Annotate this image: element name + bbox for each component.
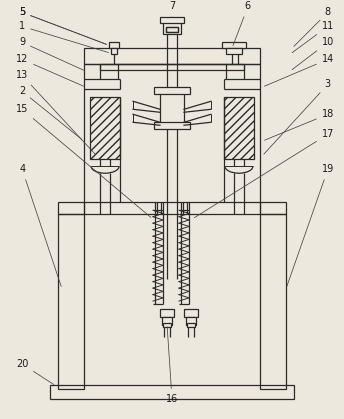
Text: 3: 3 (264, 79, 331, 154)
Bar (226, 48, 242, 54)
Bar (58, 214, 84, 389)
Bar (187, 323, 195, 327)
Text: 4: 4 (19, 164, 61, 287)
Bar (58, 202, 84, 214)
Bar (50, 385, 294, 399)
Text: 18: 18 (265, 109, 334, 140)
Text: 6: 6 (233, 1, 251, 46)
Bar (184, 309, 198, 317)
Text: 10: 10 (292, 37, 334, 70)
Bar (186, 317, 196, 325)
Bar (160, 309, 174, 317)
Text: 17: 17 (194, 129, 334, 218)
Bar (109, 42, 119, 48)
Text: 11: 11 (292, 21, 334, 53)
Text: 9: 9 (19, 37, 84, 70)
Text: 13: 13 (16, 70, 95, 154)
Bar (160, 17, 184, 23)
Text: 2: 2 (19, 86, 82, 140)
Bar (260, 214, 286, 389)
Text: 14: 14 (265, 54, 334, 86)
Bar (163, 323, 171, 327)
Bar (224, 97, 254, 159)
Text: 5: 5 (19, 8, 106, 44)
Text: 20: 20 (16, 359, 54, 385)
Bar (111, 48, 117, 54)
Bar (90, 97, 120, 159)
Bar (84, 65, 260, 202)
Bar (100, 65, 244, 70)
Text: 19: 19 (287, 164, 334, 287)
Text: 12: 12 (16, 54, 84, 86)
Bar (162, 317, 172, 325)
Bar (84, 48, 260, 65)
Bar (154, 122, 190, 129)
Text: 5: 5 (19, 8, 106, 44)
Bar (163, 21, 181, 34)
Bar (222, 42, 246, 48)
Text: 16: 16 (166, 327, 178, 404)
Bar (160, 92, 184, 124)
Text: 15: 15 (16, 104, 151, 217)
Text: 1: 1 (19, 21, 108, 52)
Text: 8: 8 (294, 8, 331, 47)
Bar (166, 27, 178, 32)
Bar (154, 87, 190, 94)
Text: 7: 7 (169, 1, 175, 18)
Bar (260, 202, 286, 214)
